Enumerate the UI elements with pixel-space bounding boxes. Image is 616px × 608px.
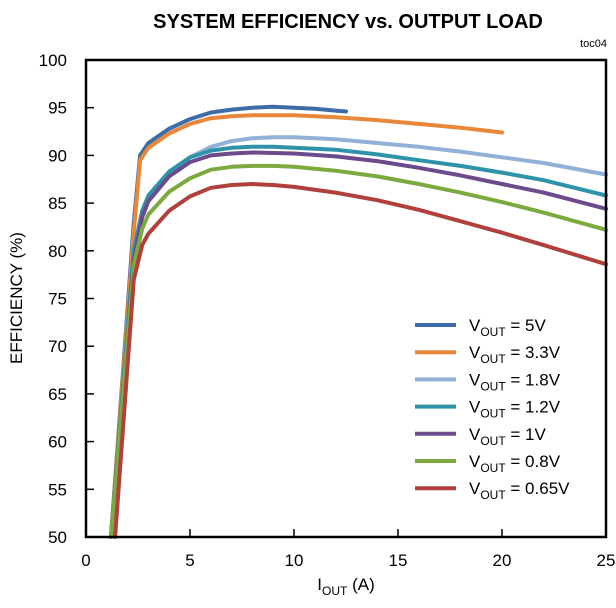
y-tick-label: 80 — [48, 242, 67, 261]
plot-frame — [84, 58, 608, 539]
y-tick-label: 100 — [39, 51, 67, 70]
y-tick-label: 60 — [48, 433, 67, 452]
series-line-5 — [109, 163, 608, 539]
x-tick-label: 20 — [493, 551, 512, 570]
series-line-3 — [109, 144, 608, 539]
series-line-6 — [113, 182, 608, 539]
series-line-4 — [109, 150, 608, 539]
series-line-0 — [109, 104, 348, 539]
y-axis-label: EFFICIENCY (%) — [7, 232, 26, 364]
y-tick-label: 85 — [48, 194, 67, 213]
x-tick-label: 15 — [389, 551, 408, 570]
legend-label: VOUT = 1.8V — [469, 370, 561, 393]
legend: VOUT = 5V VOUT = 3.3V VOUT = 1.8V VOUT = 1.… — [415, 316, 570, 502]
y-tick-label: 50 — [48, 528, 67, 547]
chart-title: SYSTEM EFFICIENCY vs. OUTPUT LOAD — [153, 11, 543, 33]
figure-tag: toc04 — [580, 38, 607, 50]
legend-label: VOUT = 0.65V — [469, 479, 570, 502]
y-tick-label: 70 — [48, 337, 67, 356]
axis-ticks: 0 5 10 15 20 25 50 55 60 65 70 75 80 85 90 95 100 — [39, 51, 616, 570]
legend-label: VOUT = 1V — [469, 425, 547, 448]
y-tick-label: 75 — [48, 290, 67, 309]
legend-label: VOUT = 0.8V — [469, 452, 561, 475]
x-axis-label: IOUT (A) — [317, 575, 374, 598]
legend-label: VOUT = 5V — [469, 316, 547, 339]
y-tick-label: 95 — [48, 99, 67, 118]
y-tick-label: 65 — [48, 385, 67, 404]
x-tick-label: 10 — [285, 551, 304, 570]
plot-lines — [109, 104, 608, 539]
series-line-1 — [109, 113, 504, 539]
y-tick-label: 55 — [48, 480, 67, 499]
legend-label: VOUT = 1.2V — [469, 398, 561, 421]
x-tick-label: 0 — [81, 551, 90, 570]
legend-label: VOUT = 3.3V — [469, 343, 561, 366]
x-tick-label: 5 — [185, 551, 194, 570]
x-tick-label: 25 — [597, 551, 616, 570]
y-tick-label: 90 — [48, 146, 67, 165]
